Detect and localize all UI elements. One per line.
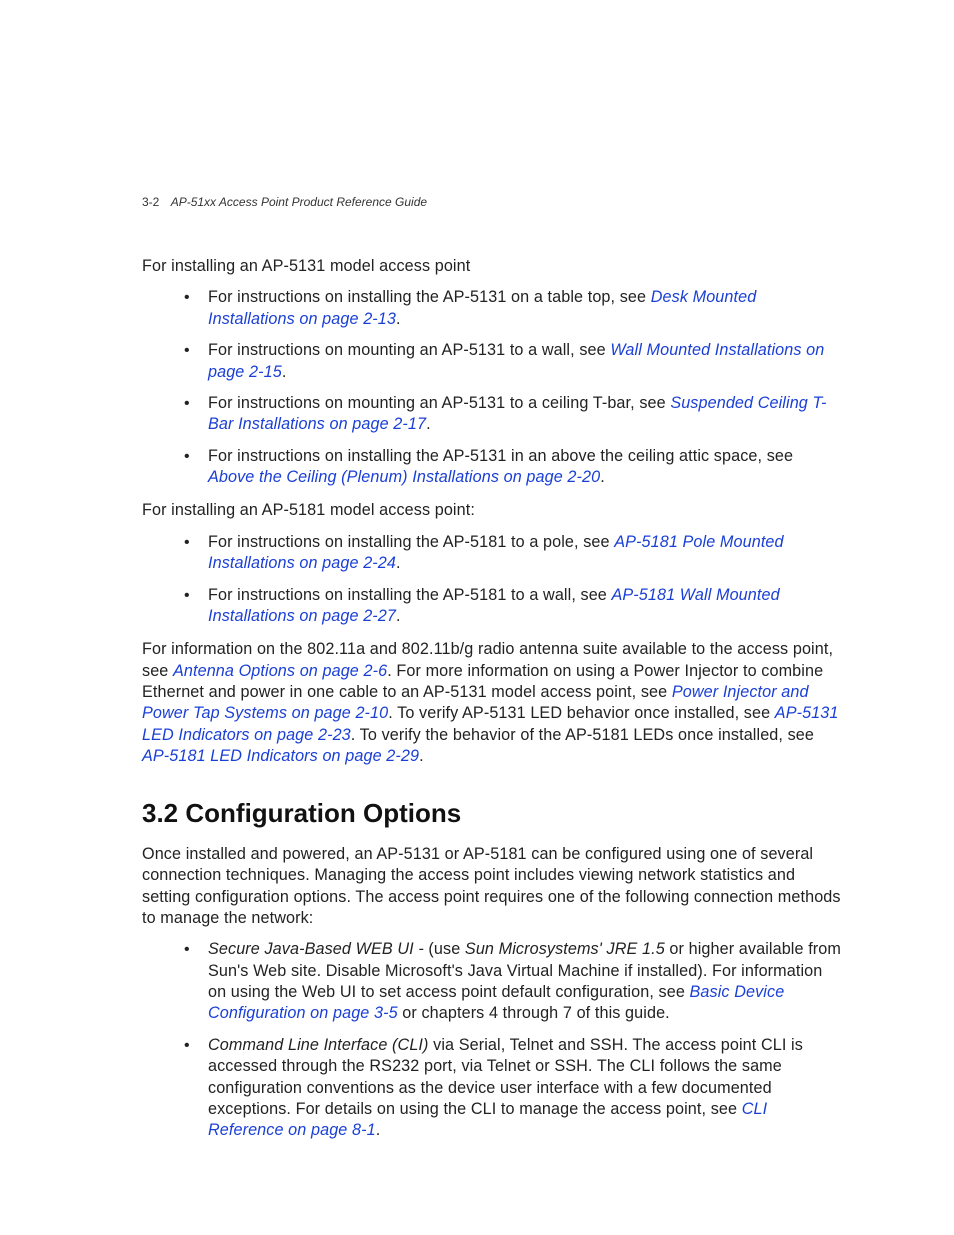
bullet-text: For instructions on mounting an AP-5131 … [208, 341, 610, 359]
antenna-paragraph: For information on the 802.11a and 802.1… [142, 639, 844, 767]
intro-5131: For installing an AP-5131 model access p… [142, 256, 844, 277]
page: 3-2 AP-51xx Access Point Product Referen… [0, 0, 954, 1235]
xref-link[interactable]: Antenna Options on page 2-6 [173, 662, 387, 680]
xref-link[interactable]: Above the Ceiling (Plenum) Installations… [208, 468, 600, 486]
bullet-text: . [396, 607, 401, 625]
list-item: For instructions on mounting an AP-5131 … [208, 340, 844, 383]
bullet-text: . [396, 554, 401, 572]
section-heading: 3.2 Configuration Options [142, 796, 844, 830]
doc-title: AP-51xx Access Point Product Reference G… [171, 195, 427, 209]
xref-link[interactable]: AP-5181 LED Indicators on page 2-29 [142, 747, 419, 765]
inline-italic: Sun Microsystems' JRE 1.5 [465, 940, 665, 958]
page-number: 3-2 [142, 195, 159, 209]
list-item: For instructions on mounting an AP-5131 … [208, 393, 844, 436]
list-item: Secure Java-Based WEB UI - (use Sun Micr… [208, 939, 844, 1025]
bullets-5181: For instructions on installing the AP-51… [142, 532, 844, 628]
list-item: For instructions on installing the AP-51… [208, 446, 844, 489]
intro-5181: For installing an AP-5181 model access p… [142, 500, 844, 521]
bullet-text: . [426, 415, 431, 433]
bullet-text: For instructions on mounting an AP-5131 … [208, 394, 670, 412]
para-text: . To verify AP-5131 LED behavior once in… [388, 704, 775, 722]
bullet-text: (use [428, 940, 465, 958]
bullet-text: or chapters 4 through 7 of this guide. [398, 1004, 670, 1022]
lead-term: Secure Java-Based WEB UI - [208, 940, 428, 958]
running-header: 3-2 AP-51xx Access Point Product Referen… [142, 195, 427, 209]
bullet-text: . [282, 363, 287, 381]
list-item: For instructions on installing the AP-51… [208, 585, 844, 628]
list-item: For instructions on installing the AP-51… [208, 287, 844, 330]
bullet-text: . [376, 1121, 381, 1139]
lead-term: Command Line Interface (CLI) [208, 1036, 433, 1054]
config-intro: Once installed and powered, an AP-5131 o… [142, 844, 844, 930]
list-item: Command Line Interface (CLI) via Serial,… [208, 1035, 844, 1142]
config-bullets: Secure Java-Based WEB UI - (use Sun Micr… [142, 939, 844, 1141]
para-text: . [419, 747, 424, 765]
body-content: For installing an AP-5131 model access p… [142, 256, 844, 1142]
bullet-text: For instructions on installing the AP-51… [208, 288, 651, 306]
bullets-5131: For instructions on installing the AP-51… [142, 287, 844, 488]
bullet-text: For instructions on installing the AP-51… [208, 447, 793, 465]
bullet-text: For instructions on installing the AP-51… [208, 533, 614, 551]
bullet-text: For instructions on installing the AP-51… [208, 586, 612, 604]
bullet-text: . [396, 310, 401, 328]
para-text: . To verify the behavior of the AP-5181 … [351, 726, 814, 744]
bullet-text: . [600, 468, 605, 486]
list-item: For instructions on installing the AP-51… [208, 532, 844, 575]
